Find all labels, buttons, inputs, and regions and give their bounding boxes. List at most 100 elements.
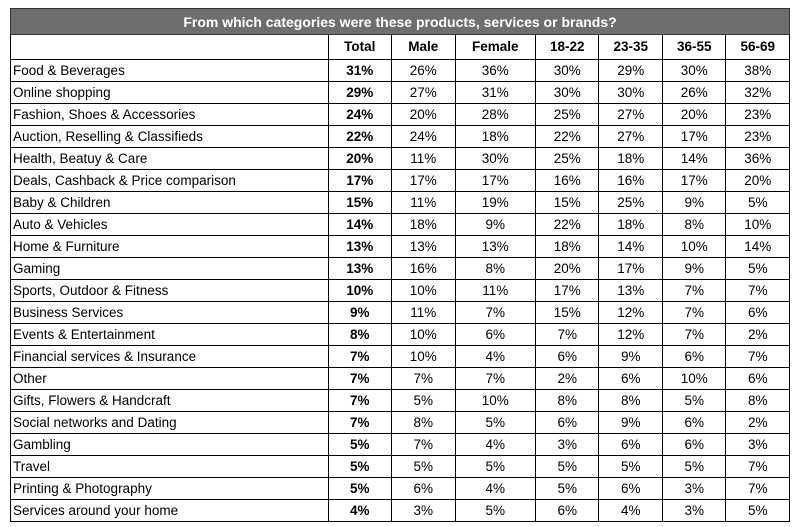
- table-row: Gifts, Flowers & Handcraft 7% 5% 10% 8% 8% 5% 8…: [10, 389, 790, 412]
- total-cell: 17%: [327, 169, 393, 192]
- value-cell: 5%: [661, 389, 727, 412]
- value-cell: 30%: [598, 81, 663, 104]
- column-header: Male: [391, 34, 456, 60]
- value-cell: 18%: [598, 213, 663, 236]
- table-row: Health, Beatuy & Care 20% 11% 30% 25% 18% 14% 3…: [10, 147, 790, 170]
- value-cell: 6%: [534, 499, 600, 522]
- value-cell: 17%: [661, 169, 727, 192]
- table-row: Gambling 5% 7% 4% 3% 6% 6% 3%: [10, 433, 790, 456]
- table-row: Deals, Cashback & Price comparison 17% 17%…: [10, 169, 790, 192]
- value-cell: 16%: [391, 257, 456, 280]
- value-cell: 2%: [534, 367, 600, 390]
- table-title-row: From which categories were these product…: [10, 8, 790, 35]
- value-cell: 14%: [598, 235, 663, 258]
- value-cell: 5%: [534, 477, 600, 500]
- total-cell: 14%: [327, 213, 393, 236]
- value-cell: 5%: [391, 389, 456, 412]
- value-cell: 6%: [534, 345, 600, 368]
- value-cell: 5%: [454, 455, 536, 478]
- total-cell: 7%: [327, 367, 393, 390]
- total-cell: 8%: [327, 323, 393, 346]
- value-cell: 6%: [598, 433, 663, 456]
- value-cell: 25%: [598, 191, 663, 214]
- row-category-label: Online shopping: [10, 81, 329, 104]
- value-cell: 38%: [725, 59, 790, 82]
- row-category-label: Travel: [10, 455, 329, 478]
- value-cell: 17%: [454, 169, 536, 192]
- table-row: Services around your home 4% 3% 5% 6% 4% 3% 5%: [10, 499, 790, 522]
- value-cell: 22%: [534, 125, 600, 148]
- value-cell: 8%: [391, 411, 456, 434]
- row-category-label: Gambling: [10, 433, 329, 456]
- total-cell: 5%: [327, 455, 393, 478]
- value-cell: 18%: [534, 235, 600, 258]
- total-cell: 20%: [327, 147, 393, 170]
- value-cell: 9%: [661, 257, 727, 280]
- value-cell: 2%: [725, 411, 790, 434]
- value-cell: 8%: [725, 389, 790, 412]
- value-cell: 10%: [725, 213, 790, 236]
- row-category-label: Baby & Children: [10, 191, 329, 214]
- total-cell: 24%: [327, 103, 393, 126]
- value-cell: 2%: [725, 323, 790, 346]
- value-cell: 8%: [598, 389, 663, 412]
- table-row: Sports, Outdoor & Fitness 10% 10% 11% 17% 13%…: [10, 279, 790, 302]
- value-cell: 20%: [391, 103, 456, 126]
- row-category-label: Gaming: [10, 257, 329, 280]
- value-cell: 5%: [725, 499, 790, 522]
- table-row: Social networks and Dating 7% 8% 5% 6% 9% 6% 2%: [10, 411, 790, 434]
- row-category-label: Fashion, Shoes & Accessories: [10, 103, 329, 126]
- table-row: Financial services & Insurance 7% 10% 4% 6% 9…: [10, 345, 790, 368]
- value-cell: 6%: [661, 345, 727, 368]
- value-cell: 22%: [534, 213, 600, 236]
- value-cell: 18%: [454, 125, 536, 148]
- value-cell: 6%: [598, 367, 663, 390]
- column-header-row: Total Male Female 18-22 23-35 36-55 56-69: [10, 34, 790, 60]
- row-category-label: Food & Beverages: [10, 59, 329, 82]
- table-row: Events & Entertainment 8% 10% 6% 7% 12% 7% 2%: [10, 323, 790, 346]
- value-cell: 3%: [661, 477, 727, 500]
- value-cell: 3%: [391, 499, 456, 522]
- value-cell: 4%: [454, 345, 536, 368]
- row-category-label: Services around your home: [10, 499, 329, 522]
- table-row: Food & Beverages 31% 26% 36% 30% 29% 30% 38%: [10, 59, 790, 82]
- value-cell: 26%: [391, 59, 456, 82]
- column-header-category: [10, 34, 329, 60]
- table-row: Business Services 9% 11% 7% 15% 12% 7% 6%: [10, 301, 790, 324]
- value-cell: 3%: [534, 433, 600, 456]
- value-cell: 7%: [725, 455, 790, 478]
- total-cell: 29%: [327, 81, 393, 104]
- value-cell: 36%: [454, 59, 536, 82]
- value-cell: 31%: [454, 81, 536, 104]
- value-cell: 20%: [661, 103, 727, 126]
- total-cell: 5%: [327, 477, 393, 500]
- value-cell: 7%: [661, 323, 727, 346]
- total-cell: 10%: [327, 279, 393, 302]
- value-cell: 7%: [725, 345, 790, 368]
- value-cell: 5%: [725, 257, 790, 280]
- row-category-label: Financial services & Insurance: [10, 345, 329, 368]
- table-container: From which categories were these product…: [10, 8, 790, 522]
- value-cell: 11%: [391, 301, 456, 324]
- column-header: Female: [454, 34, 536, 60]
- table-row: Online shopping 29% 27% 31% 30% 30% 26% 32%: [10, 81, 790, 104]
- value-cell: 7%: [725, 279, 790, 302]
- data-table: From which categories were these product…: [10, 8, 790, 522]
- value-cell: 10%: [391, 279, 456, 302]
- table-row: Printing & Photography 5% 6% 4% 5% 6% 3% 7%: [10, 477, 790, 500]
- value-cell: 7%: [454, 367, 536, 390]
- table-row: Gaming 13% 16% 8% 20% 17% 9% 5%: [10, 257, 790, 280]
- value-cell: 18%: [598, 147, 663, 170]
- value-cell: 11%: [391, 147, 456, 170]
- column-header: 56-69: [725, 34, 790, 60]
- value-cell: 14%: [661, 147, 727, 170]
- value-cell: 5%: [598, 455, 663, 478]
- value-cell: 26%: [661, 81, 727, 104]
- row-category-label: Other: [10, 367, 329, 390]
- table-row: Travel 5% 5% 5% 5% 5% 5% 7%: [10, 455, 790, 478]
- value-cell: 15%: [534, 301, 600, 324]
- value-cell: 30%: [661, 59, 727, 82]
- value-cell: 20%: [725, 169, 790, 192]
- value-cell: 6%: [534, 411, 600, 434]
- value-cell: 14%: [725, 235, 790, 258]
